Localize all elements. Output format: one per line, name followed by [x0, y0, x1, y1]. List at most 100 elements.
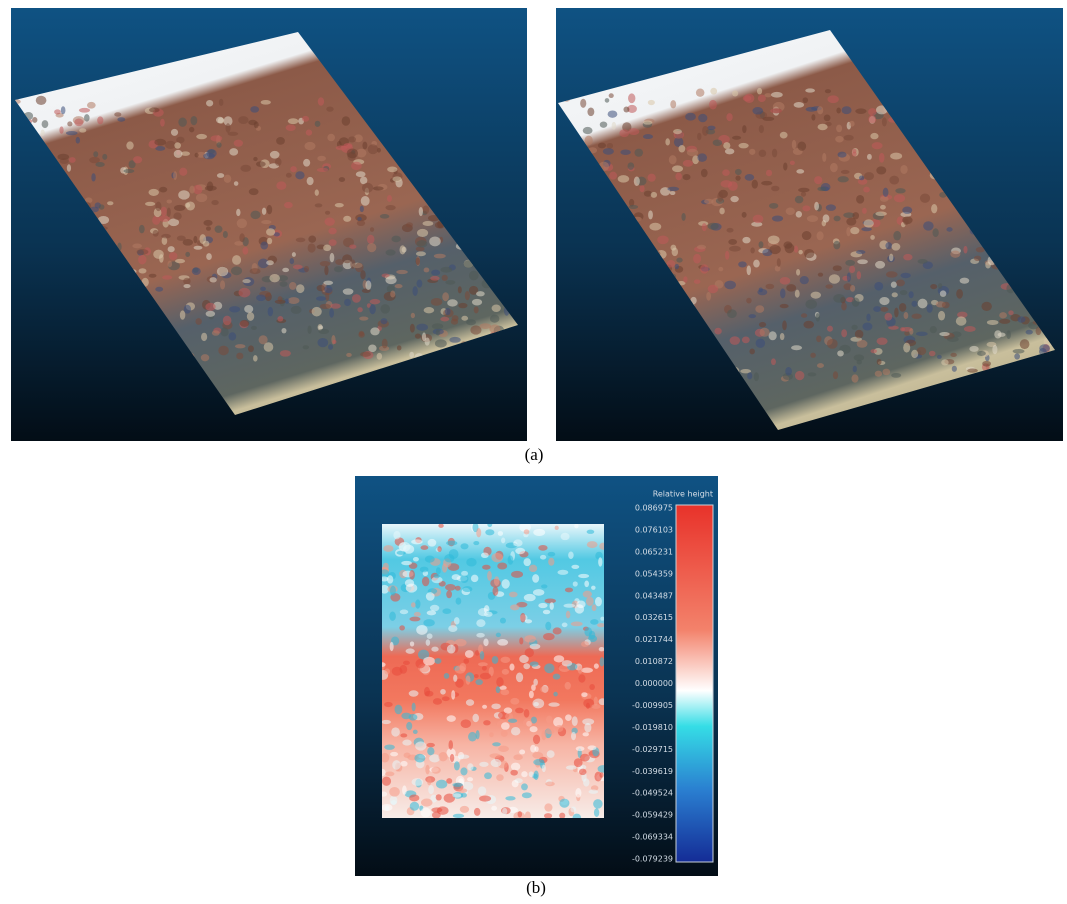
- texture-speck: [573, 581, 578, 586]
- texture-speck: [745, 174, 755, 181]
- texture-speck: [409, 352, 414, 358]
- texture-speck: [702, 223, 707, 231]
- texture-speck: [671, 245, 677, 251]
- texture-speck: [845, 260, 855, 266]
- texture-speck: [841, 170, 850, 174]
- texture-speck: [891, 282, 897, 288]
- texture-speck: [392, 667, 403, 676]
- texture-speck: [859, 176, 864, 181]
- texture-speck: [315, 121, 321, 127]
- texture-speck: [868, 108, 877, 116]
- texture-speck: [425, 765, 429, 775]
- texture-speck: [542, 765, 546, 772]
- texture-speck: [581, 692, 587, 697]
- texture-speck: [234, 181, 239, 186]
- texture-speck: [571, 621, 583, 626]
- texture-speck: [431, 298, 443, 306]
- texture-speck: [148, 189, 158, 196]
- texture-speck: [509, 592, 518, 598]
- texture-speck: [348, 136, 356, 142]
- texture-speck: [578, 574, 589, 578]
- colorbar-tick-label: 0.000000: [635, 679, 673, 688]
- texture-speck: [555, 526, 559, 530]
- texture-speck: [754, 372, 759, 381]
- texture-speck: [452, 793, 461, 797]
- texture-speck: [884, 313, 892, 321]
- texture-speck: [250, 211, 260, 219]
- texture-speck: [578, 674, 585, 682]
- texture-speck: [242, 247, 248, 255]
- texture-speck: [875, 211, 887, 215]
- texture-speck: [412, 778, 424, 786]
- texture-speck: [169, 252, 178, 260]
- texture-speck: [950, 353, 956, 357]
- texture-speck: [618, 175, 630, 182]
- texture-speck: [825, 284, 833, 288]
- texture-speck: [675, 264, 679, 270]
- texture-speck: [857, 360, 862, 365]
- texture-speck: [216, 117, 224, 123]
- texture-speck: [428, 785, 434, 794]
- texture-speck: [497, 639, 508, 646]
- texture-speck: [247, 312, 254, 321]
- texture-speck: [956, 316, 967, 325]
- texture-speck: [476, 528, 481, 537]
- texture-speck: [548, 552, 556, 557]
- texture-speck: [769, 203, 778, 209]
- texture-speck: [582, 732, 588, 736]
- texture-speck: [585, 136, 593, 146]
- texture-speck: [523, 558, 530, 566]
- texture-speck: [510, 698, 519, 705]
- texture-speck: [491, 553, 503, 563]
- texture-speck: [342, 254, 352, 263]
- texture-speck: [760, 328, 770, 337]
- texture-speck: [435, 339, 447, 347]
- texture-speck: [883, 188, 889, 197]
- texture-speck: [916, 332, 928, 336]
- texture-speck: [219, 99, 223, 106]
- texture-speck: [465, 650, 474, 658]
- texture-speck: [706, 292, 711, 301]
- texture-speck: [343, 288, 354, 294]
- texture-speck: [649, 223, 661, 231]
- texture-speck: [780, 277, 791, 285]
- texture-speck: [433, 698, 442, 705]
- texture-speck: [416, 251, 426, 256]
- texture-speck: [436, 794, 442, 800]
- texture-speck: [584, 723, 591, 733]
- texture-speck: [544, 803, 552, 811]
- texture-speck: [201, 354, 209, 361]
- texture-speck: [409, 617, 420, 622]
- texture-speck: [480, 673, 491, 680]
- texture-speck: [946, 227, 952, 232]
- texture-speck: [368, 144, 378, 154]
- texture-speck: [725, 251, 729, 260]
- texture-speck: [903, 219, 908, 225]
- texture-speck: [651, 192, 657, 198]
- texture-speck: [303, 159, 310, 167]
- texture-speck: [496, 677, 503, 687]
- texture-speck: [533, 702, 538, 706]
- texture-speck: [911, 350, 918, 358]
- texture-speck: [532, 574, 539, 583]
- texture-speck: [785, 367, 792, 376]
- texture-speck: [474, 674, 479, 678]
- texture-speck: [449, 337, 461, 343]
- texture-speck: [290, 166, 297, 172]
- texture-speck: [759, 150, 767, 157]
- texture-speck: [643, 120, 652, 124]
- texture-speck: [835, 136, 844, 143]
- texture-speck: [325, 292, 329, 301]
- texture-speck: [74, 118, 83, 126]
- texture-speck: [801, 192, 806, 197]
- texture-speck: [931, 204, 937, 213]
- texture-speck: [328, 228, 336, 235]
- texture-speck: [800, 276, 809, 284]
- panel-a-right: [554, 8, 1063, 441]
- texture-speck: [291, 306, 302, 314]
- texture-speck: [963, 246, 967, 254]
- texture-speck: [409, 690, 419, 696]
- texture-speck: [424, 307, 435, 313]
- texture-speck: [766, 170, 772, 177]
- texture-speck: [183, 239, 193, 246]
